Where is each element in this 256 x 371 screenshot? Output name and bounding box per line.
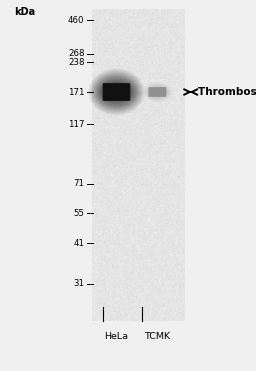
Ellipse shape	[102, 83, 131, 101]
Text: 31: 31	[73, 279, 84, 288]
Text: 460: 460	[68, 16, 84, 25]
Ellipse shape	[97, 78, 136, 106]
Ellipse shape	[91, 72, 142, 112]
Ellipse shape	[102, 82, 131, 102]
Ellipse shape	[147, 86, 168, 98]
Ellipse shape	[98, 78, 135, 106]
Ellipse shape	[149, 88, 166, 96]
Ellipse shape	[101, 82, 132, 102]
Ellipse shape	[96, 77, 137, 107]
Text: 71: 71	[73, 179, 84, 188]
Ellipse shape	[93, 73, 140, 111]
Ellipse shape	[100, 81, 133, 103]
Ellipse shape	[95, 76, 138, 108]
FancyBboxPatch shape	[148, 87, 166, 97]
Ellipse shape	[92, 72, 141, 112]
Ellipse shape	[98, 79, 135, 105]
Text: HeLa: HeLa	[104, 332, 129, 341]
Ellipse shape	[99, 80, 134, 104]
Text: 55: 55	[73, 209, 84, 218]
Ellipse shape	[103, 84, 130, 100]
Text: 41: 41	[73, 239, 84, 247]
Bar	[92, 9, 184, 321]
FancyBboxPatch shape	[103, 83, 130, 101]
Ellipse shape	[148, 87, 167, 97]
Text: 171: 171	[68, 88, 84, 96]
Text: TCMK: TCMK	[144, 332, 170, 341]
Ellipse shape	[94, 74, 139, 110]
Text: Thrombospondin 1: Thrombospondin 1	[198, 87, 256, 97]
Ellipse shape	[94, 75, 138, 109]
Text: 238: 238	[68, 58, 84, 67]
Text: kDa: kDa	[14, 7, 35, 17]
Text: 268: 268	[68, 49, 84, 58]
Text: 117: 117	[68, 120, 84, 129]
Ellipse shape	[146, 85, 168, 99]
